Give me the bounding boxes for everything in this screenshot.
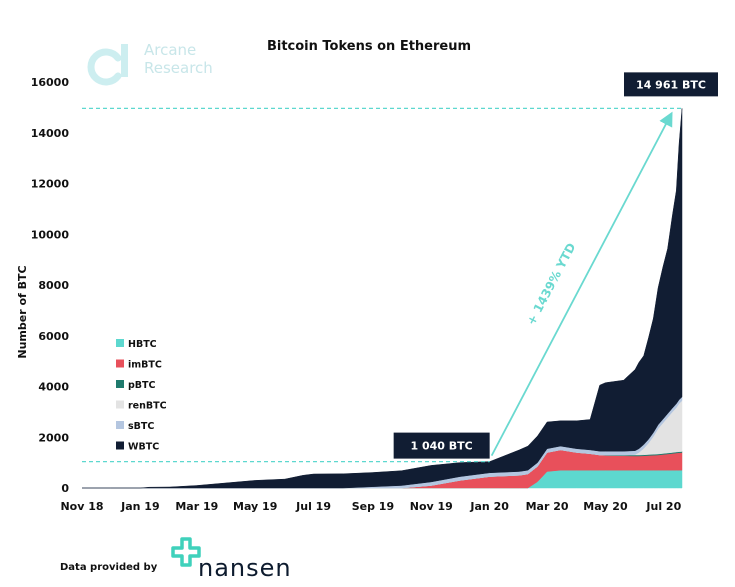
y-tick-label: 10000 [31,228,70,241]
legend-swatch-pbtc [116,380,124,388]
y-axis-ticks: 0 2000 4000 6000 8000 10000 12000 14000 16000 [31,76,70,495]
x-tick-label: Jul 19 [295,500,331,513]
y-tick-label: 4000 [38,381,69,394]
x-tick-label: Mar 20 [526,500,569,513]
legend-swatch-renbtc [116,400,124,409]
y-tick-label: 0 [61,482,69,495]
x-tick-label: Jan 19 [120,500,159,513]
legend-label-pbtc: pBTC [128,380,156,391]
chart-title: Bitcoin Tokens on Ethereum [267,39,471,54]
arcane-a-icon [87,44,128,86]
legend-swatch-hbtc [116,339,124,347]
legend-swatch-imbtc [116,359,124,368]
callout-start-label: 1 040 BTC [411,440,473,453]
callout-start-box [393,432,490,459]
arcane-logo: Arcane Research [87,41,213,86]
legend-label-wbtc: WBTC [128,442,159,453]
x-axis-ticks: Nov 18 Jan 19 Mar 19 May 19 Jul 19 Sep 19 Nov … [60,500,681,513]
legend-label-imbtc: imBTC [128,360,162,371]
callout-peak-label: 14 961 BTC [636,78,706,91]
x-tick-label: Jan 20 [469,500,509,513]
callout-peak-box [624,72,718,97]
y-tick-label: 16000 [31,76,70,89]
legend-swatch-sbtc [116,421,124,429]
y-tick-label: 14000 [31,127,70,140]
x-tick-label: Nov 19 [410,500,453,513]
x-tick-label: May 20 [583,500,628,513]
x-tick-label: Sep 19 [352,500,394,513]
legend-label-hbtc: HBTC [128,339,157,350]
x-tick-label: Nov 18 [60,500,103,513]
y-tick-label: 6000 [38,330,69,343]
legend-swatch-wbtc [116,441,124,450]
logo-line2: Research [144,59,213,77]
y-tick-label: 8000 [38,279,69,292]
stacked-areas [82,108,683,489]
growth-label: + 1439% YTD [524,241,579,328]
x-tick-label: Jul 20 [645,500,681,513]
footer-credit: Data provided by [60,562,158,573]
y-tick-label: 2000 [38,431,69,444]
y-tick-label: 12000 [31,178,70,191]
legend-label-renbtc: renBTC [128,401,167,412]
growth-arrow [490,111,673,457]
legend: HBTC imBTC pBTC renBTC sBTC WBTC [116,339,167,453]
y-axis-label: Number of BTC [16,265,29,358]
logo-line1: Arcane [144,41,196,59]
x-tick-label: Mar 19 [175,500,218,513]
legend-label-sbtc: sBTC [128,421,154,432]
nansen-logo: nansen [171,537,292,582]
nansen-cross-icon [171,537,201,567]
x-tick-label: May 19 [233,500,277,513]
provider-name: nansen [198,554,292,582]
area-wbtc [82,108,683,489]
